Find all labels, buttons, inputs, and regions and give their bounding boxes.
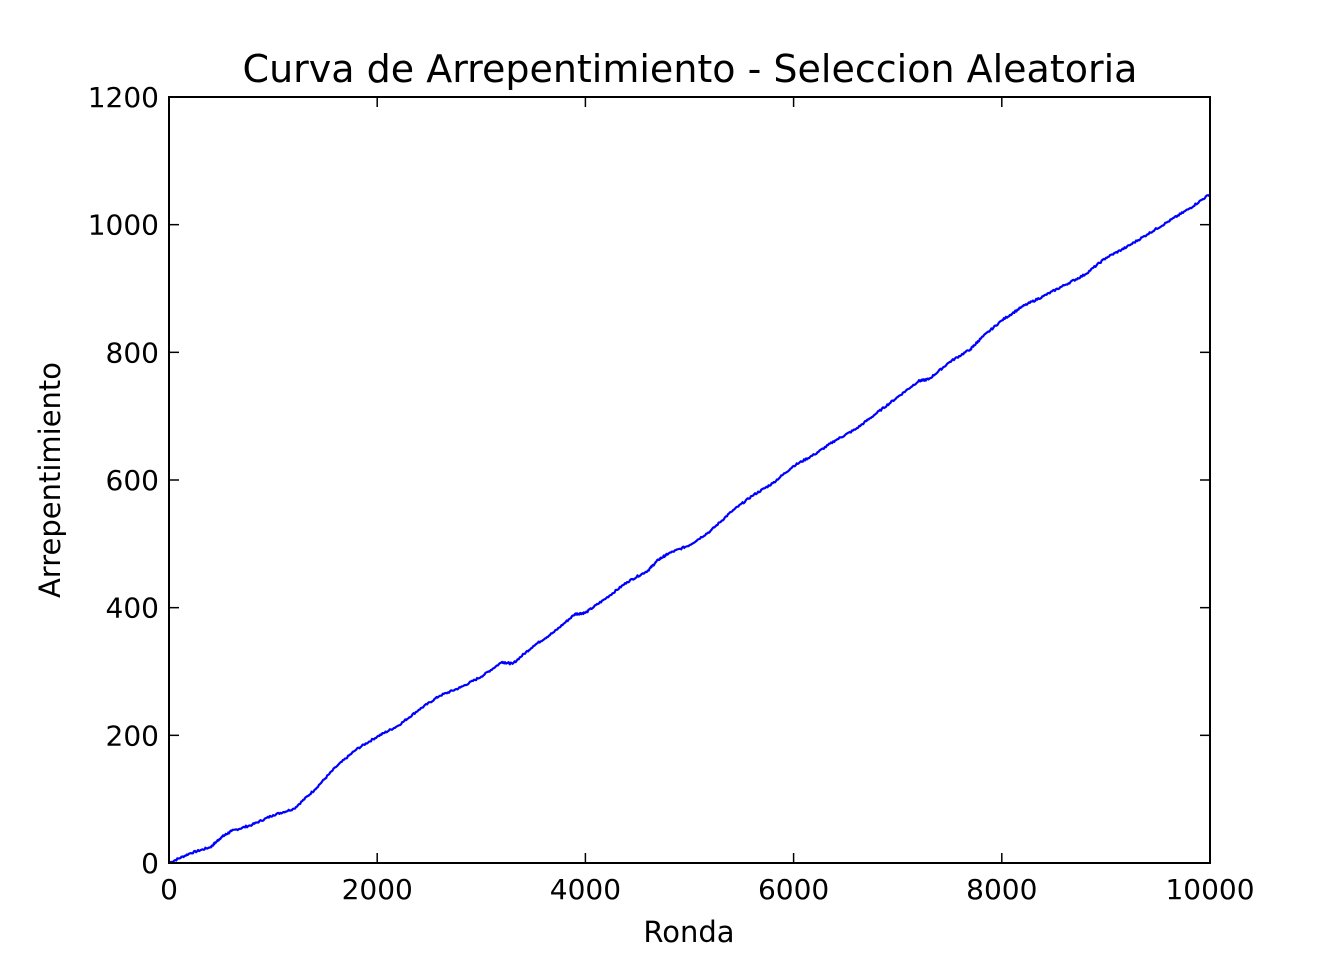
x-tick-label: 8000 <box>966 873 1037 906</box>
y-tick-label: 200 <box>106 719 159 752</box>
x-tick-label: 10000 <box>1165 873 1254 906</box>
plot-area <box>168 193 1211 864</box>
y-tick-label: 1000 <box>88 209 159 242</box>
y-tick-label: 800 <box>106 336 159 369</box>
y-tick-label: 0 <box>141 847 159 880</box>
x-tick-label: 4000 <box>550 873 621 906</box>
series-line <box>168 193 1211 864</box>
x-tick-label: 2000 <box>342 873 413 906</box>
y-axis-label: Arrepentimiento <box>33 362 67 598</box>
chart-title: Curva de Arrepentimiento - Seleccion Ale… <box>243 47 1138 91</box>
x-axis-label: Ronda <box>643 915 734 949</box>
y-tick-label: 400 <box>106 592 159 625</box>
x-axis-ticks: 0 2000 4000 6000 8000 10000 <box>160 97 1255 906</box>
x-tick-label: 0 <box>160 873 178 906</box>
x-tick-label: 6000 <box>758 873 829 906</box>
y-tick-label: 600 <box>106 464 159 497</box>
y-axis-ticks: 0 200 400 600 800 1000 1200 <box>88 81 1210 880</box>
y-tick-label: 1200 <box>88 81 159 114</box>
